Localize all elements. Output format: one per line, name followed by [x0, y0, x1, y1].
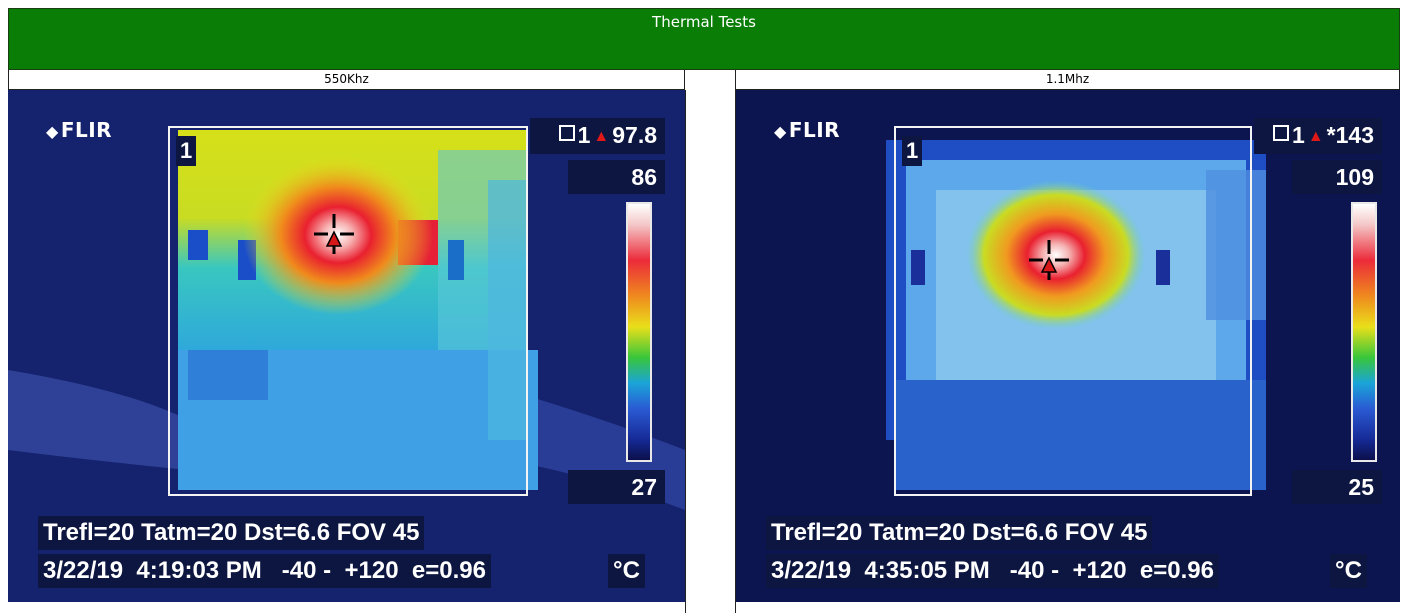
crosshair-icon — [1029, 240, 1069, 280]
scale-max-value: 86 — [568, 160, 665, 194]
roi-box — [894, 126, 1252, 496]
flir-glyph-icon: ◆ — [46, 122, 59, 141]
timestamp-line: 3/22/19 4:35:05 PM -40 - +120 e=0.96 — [766, 554, 1219, 588]
max-temp-readout: 1 ▲ 97.8 — [530, 118, 665, 154]
timestamp-line: 3/22/19 4:19:03 PM -40 - +120 e=0.96 — [38, 554, 491, 588]
divider — [685, 90, 686, 613]
scale-max-value: 109 — [1292, 160, 1382, 194]
scale-min-value: 27 — [568, 470, 665, 504]
temperature-scale-bar — [626, 202, 652, 462]
measurement-params: Trefl=20 Tatm=20 Dst=6.6 FOV 45 — [766, 516, 1153, 550]
box-icon — [1273, 125, 1290, 141]
page-title: Thermal Tests — [8, 8, 1400, 70]
measurement-params: Trefl=20 Tatm=20 Dst=6.6 FOV 45 — [38, 516, 425, 550]
roi-box — [168, 126, 528, 496]
flir-logo: ◆ FLIR — [774, 118, 841, 142]
scale-min-value: 25 — [1292, 470, 1382, 504]
flir-glyph-icon: ◆ — [774, 122, 787, 141]
max-triangle-icon: ▲ — [593, 128, 610, 145]
max-temp-readout: 1 ▲ *143 — [1254, 118, 1382, 154]
max-triangle-icon: ▲ — [1307, 128, 1324, 145]
box-icon — [558, 125, 575, 141]
panel-header-550khz: 550Khz — [8, 70, 685, 90]
thermal-image-550khz: ◆ FLIR 1 1 ▲ 97.8 86 27 Trefl=20 Tatm=20 Ds… — [8, 90, 685, 602]
thermal-image-1-1mhz: ◆ FLIR 1 1 ▲ *143 109 25 Trefl=20 Tatm=20 D… — [736, 90, 1400, 602]
panel-header-1-1mhz: 1.1Mhz — [735, 70, 1400, 90]
crosshair-icon — [314, 214, 354, 254]
roi-label: 1 — [176, 136, 197, 166]
temperature-scale-bar — [1351, 202, 1377, 462]
divider — [735, 90, 736, 613]
unit-label: °C — [1330, 554, 1367, 588]
roi-label: 1 — [902, 136, 923, 166]
unit-label: °C — [608, 554, 645, 588]
flir-logo: ◆ FLIR — [46, 118, 113, 142]
